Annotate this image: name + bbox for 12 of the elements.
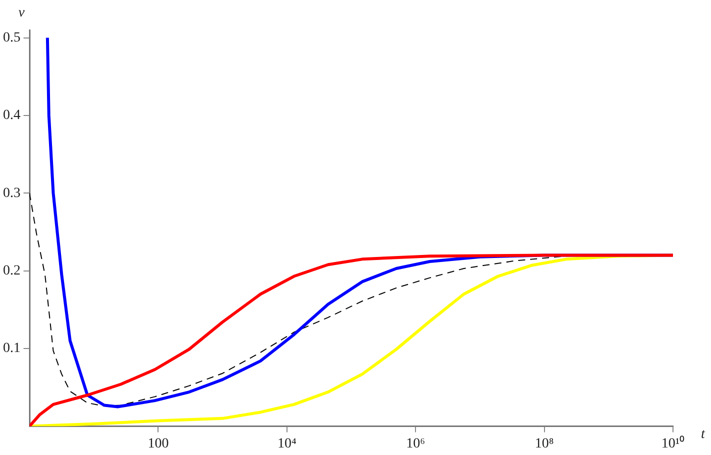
x-tick-label: 10⁸ bbox=[534, 436, 554, 452]
y-tick-label: 0.5 bbox=[3, 30, 20, 46]
x-tick-label: 100 bbox=[148, 436, 169, 452]
x-tick-label: 10⁴ bbox=[277, 436, 296, 452]
y-tick-label: 0.2 bbox=[3, 264, 20, 278]
y-tick-label: 0.1 bbox=[3, 341, 20, 356]
x-axis-title: t bbox=[701, 426, 706, 442]
y-axis-title: v bbox=[18, 6, 26, 21]
x-tick-label: 10⁶ bbox=[406, 436, 426, 452]
x-tick-label: 10¹⁰ bbox=[661, 435, 685, 452]
y-tick-label: 0.3 bbox=[3, 186, 20, 201]
y-tick-label: 0.4 bbox=[3, 108, 20, 124]
